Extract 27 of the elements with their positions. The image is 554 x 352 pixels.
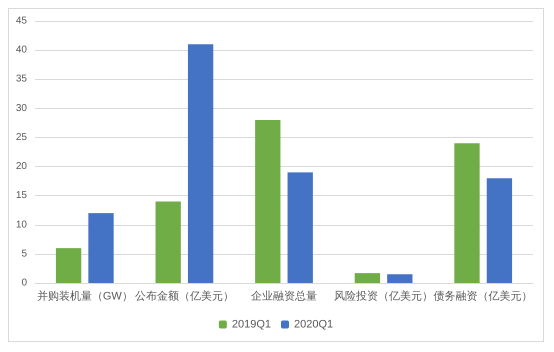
legend-label: 2020Q1 — [294, 318, 334, 330]
legend-label: 2019Q1 — [232, 318, 272, 330]
bar — [56, 248, 82, 283]
y-tick-label: 20 — [16, 161, 28, 172]
y-tick-label: 45 — [16, 16, 28, 26]
x-tick-label: 风险投资（亿美元） — [334, 290, 434, 302]
x-tick-label: 债务融资（亿美元） — [434, 290, 533, 302]
bar — [288, 172, 313, 283]
bar — [188, 44, 214, 283]
bar — [88, 213, 114, 283]
y-tick-label: 10 — [16, 219, 28, 230]
x-tick-label: 公布金额（亿美元） — [134, 290, 234, 302]
bar — [387, 274, 412, 283]
bar — [156, 201, 181, 283]
y-tick-label: 30 — [16, 102, 28, 114]
bar — [454, 143, 480, 283]
x-tick-label: 企业融资总量 — [251, 290, 317, 302]
bar — [255, 120, 280, 283]
y-tick-label: 25 — [16, 132, 28, 143]
y-tick-label: 15 — [16, 190, 28, 202]
y-tick-label: 40 — [16, 44, 28, 56]
y-tick-label: 35 — [16, 74, 28, 85]
y-tick-label: 0 — [21, 278, 28, 288]
y-tick-label: 5 — [21, 248, 28, 260]
bar — [354, 273, 380, 283]
x-tick-label: 并购装机量（GW） — [36, 290, 133, 302]
bar — [486, 178, 512, 283]
